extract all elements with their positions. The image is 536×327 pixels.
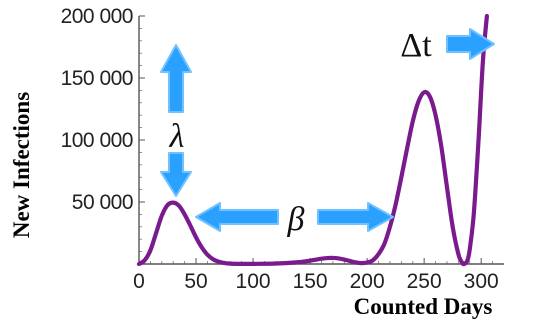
y-tick-label: 100 000 (61, 129, 133, 152)
x-tick-label: 0 (133, 270, 145, 293)
delta-t-arrow (446, 28, 495, 60)
series-line (136, 13, 489, 267)
down-arrow (160, 152, 192, 197)
x-axis-ticks: 0 50 100 150 200 250 300 (133, 258, 499, 293)
x-tick-label: 250 (407, 270, 442, 293)
y-tick-label: 50 000 (72, 191, 133, 214)
annotation-beta: β (287, 201, 305, 238)
y-tick-label: 200 000 (61, 5, 133, 28)
x-axis-title: Counted Days (354, 294, 493, 319)
annotation-delta-t: Δt (400, 27, 432, 64)
annotation-lambda: λ (169, 118, 185, 155)
left-arrow (195, 202, 279, 232)
x-tick-label: 150 (293, 270, 328, 293)
x-tick-label: 100 (236, 270, 271, 293)
right-arrow (317, 202, 394, 232)
up-arrow (160, 44, 192, 113)
y-tick-label: 150 000 (61, 67, 133, 90)
annotation-arrows (160, 28, 495, 232)
x-tick-label: 300 (464, 270, 499, 293)
x-tick-label: 200 (350, 270, 385, 293)
x-tick-label: 50 (184, 270, 207, 293)
y-axis-title: New Infections (9, 92, 34, 238)
y-axis-ticks: 50 000 100 000 150 000 200 000 (61, 5, 145, 253)
